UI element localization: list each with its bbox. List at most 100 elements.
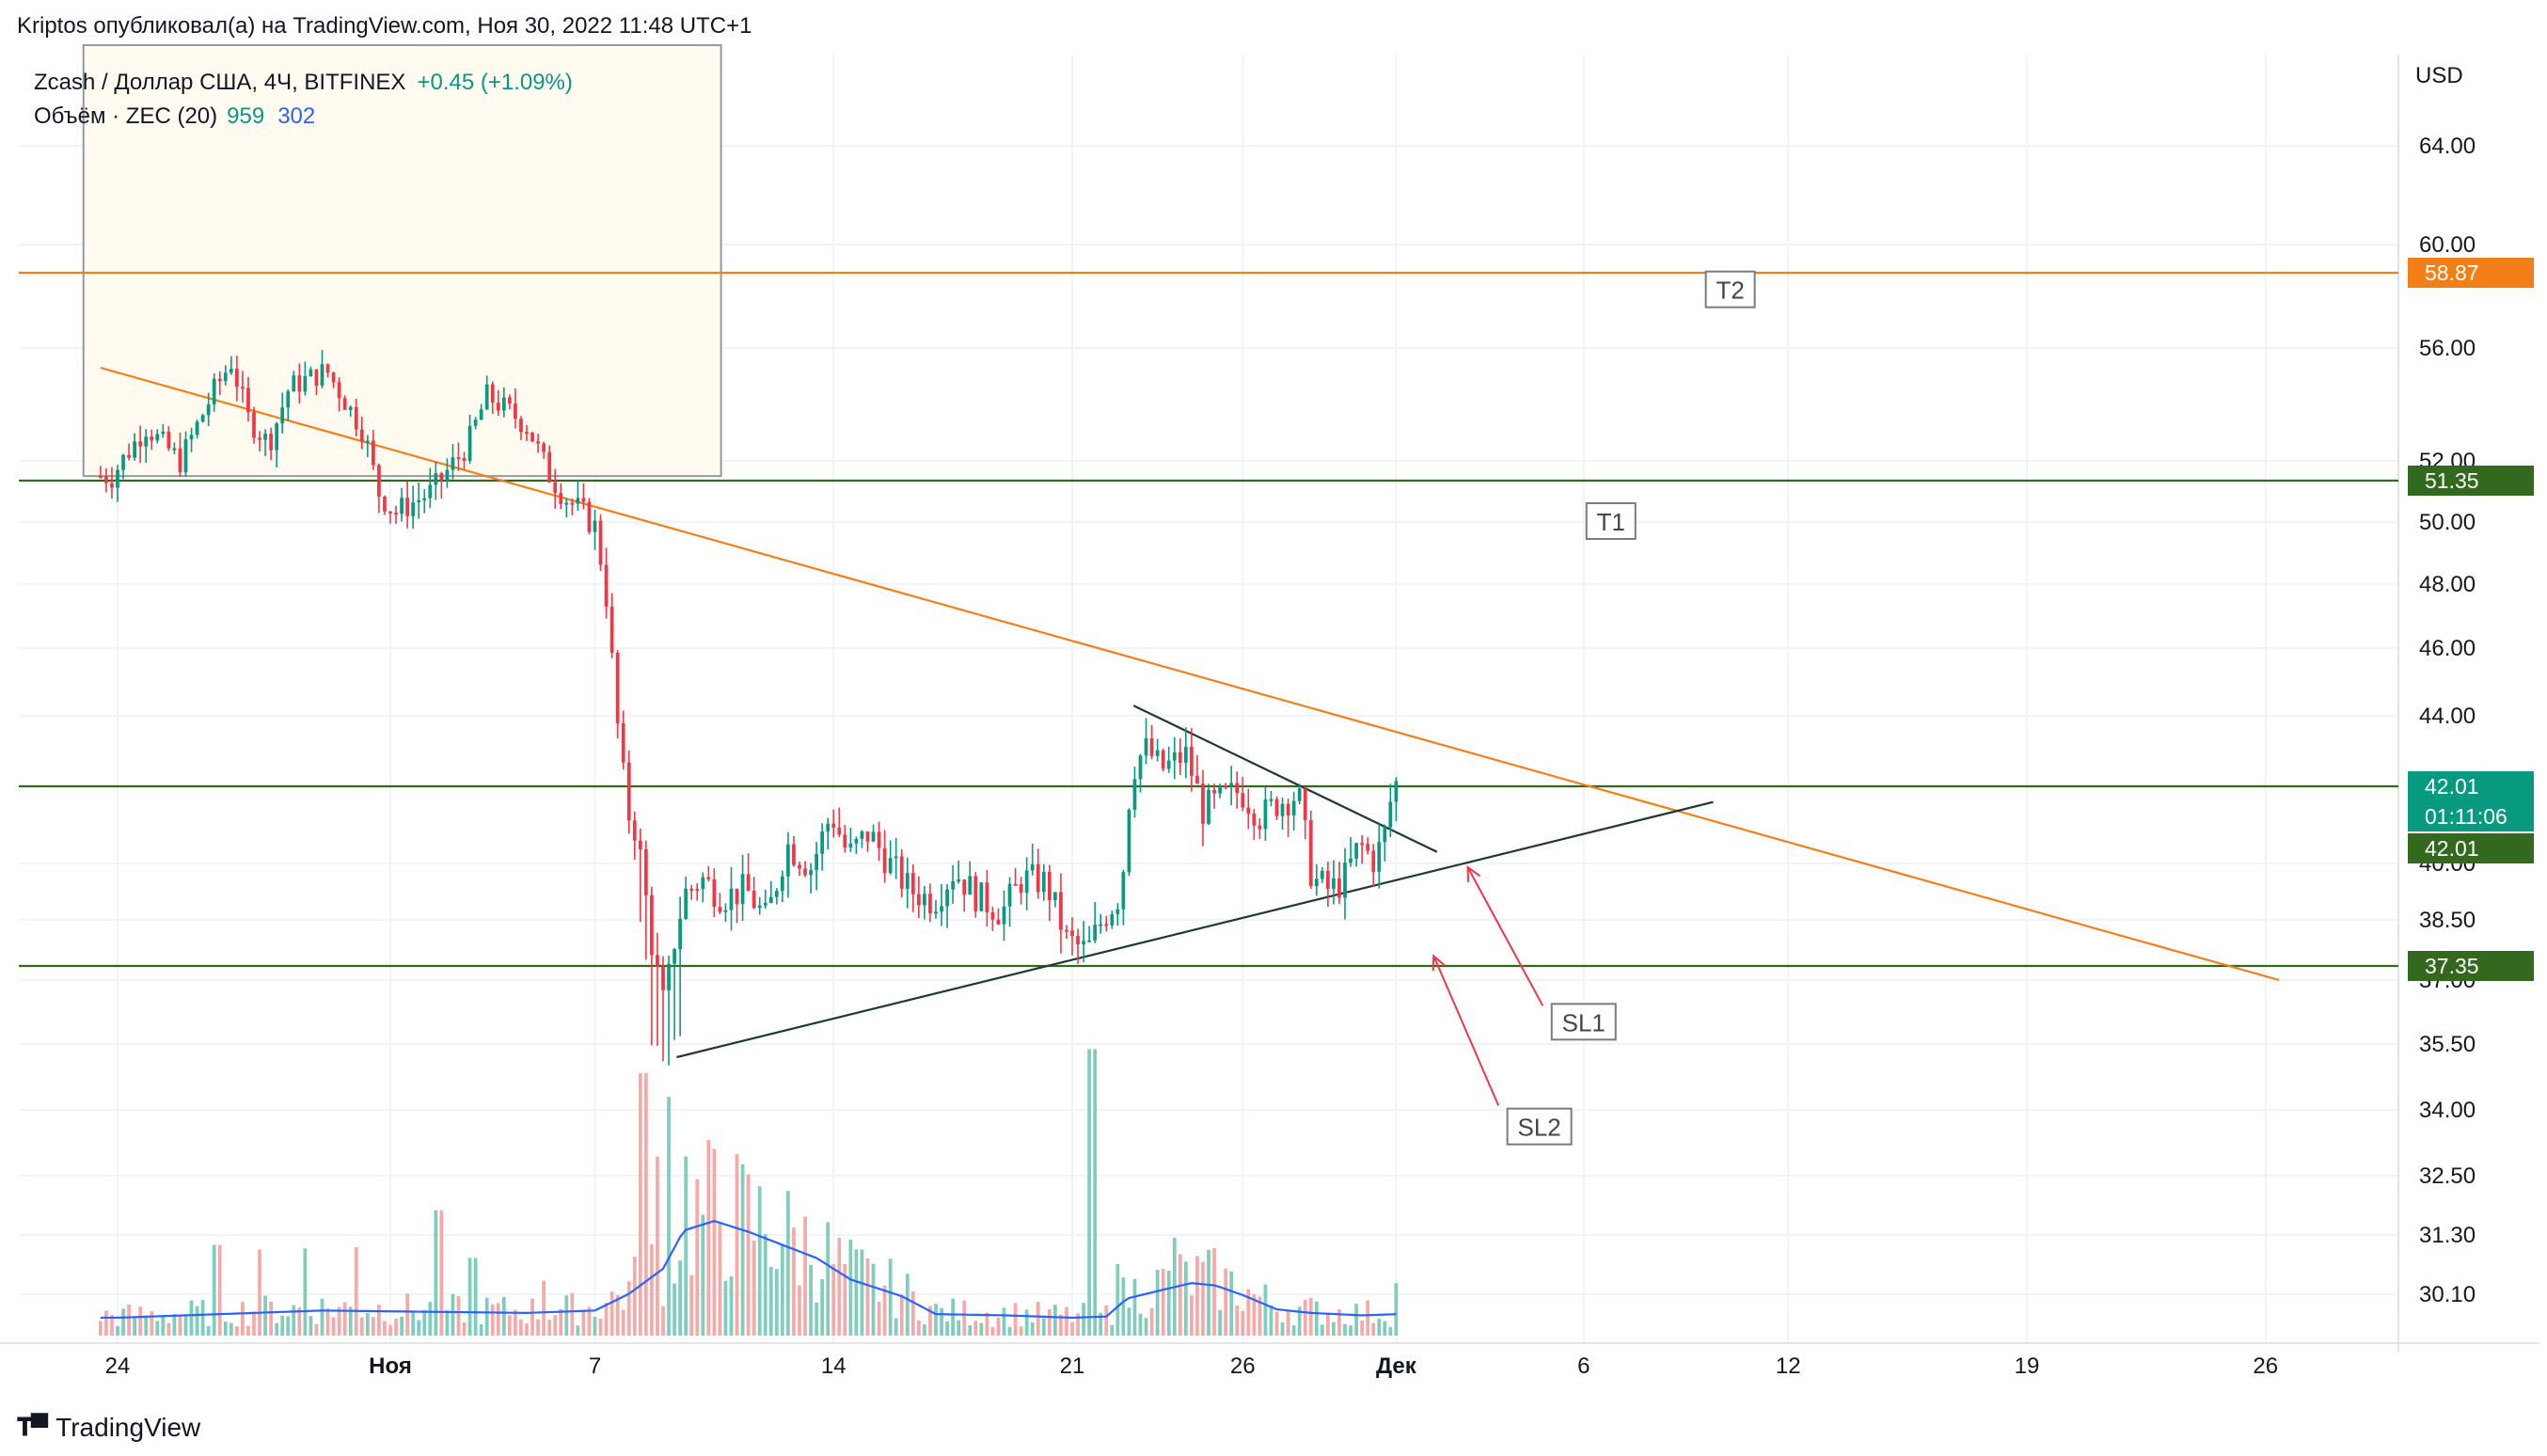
time-axis[interactable]: 24 Ноя 7 14 21 26 Дек 6 12 19 26	[105, 1353, 2278, 1379]
volume-bar	[530, 1298, 534, 1336]
volume-bar	[411, 1310, 416, 1336]
volume-bar	[479, 1324, 483, 1336]
volume-bar	[695, 1179, 700, 1336]
candle-body	[632, 820, 637, 841]
volume-bar	[496, 1303, 500, 1336]
candle-body	[1314, 878, 1319, 887]
volume-bar	[792, 1227, 796, 1336]
volume-bar	[656, 1156, 659, 1336]
volume-bar	[894, 1318, 898, 1336]
price-axis[interactable]: USD64.0060.0056.0052.0050.0048.0046.0044…	[2408, 63, 2534, 1307]
candle-body	[258, 437, 261, 440]
volume-bar	[246, 1325, 250, 1336]
candle-body	[116, 469, 119, 488]
volume-bar	[1087, 1049, 1091, 1336]
volume-bar	[598, 1318, 603, 1336]
candle-body	[405, 498, 409, 516]
candle-body	[1326, 871, 1330, 889]
candle-body	[1286, 803, 1290, 815]
volume-bar	[917, 1320, 921, 1336]
candle-body	[962, 879, 967, 895]
volume-bar	[359, 1317, 364, 1336]
volume-bar	[1099, 1312, 1103, 1336]
volume-indicator-label[interactable]: Объём · ZEC (20)	[34, 103, 218, 129]
candle-body	[1258, 825, 1262, 830]
candle-body	[1224, 785, 1227, 788]
volume-bar	[968, 1324, 973, 1336]
candle-body	[689, 888, 694, 891]
candle-body	[809, 870, 813, 876]
candle-body	[110, 483, 114, 488]
candle-body	[525, 432, 529, 435]
volume-bar	[1303, 1299, 1307, 1336]
price-tick-label: 32.50	[2419, 1163, 2476, 1189]
volume-bar	[865, 1258, 870, 1336]
volume-bar	[1110, 1324, 1115, 1336]
volume-bar	[365, 1312, 370, 1336]
current-price-badge	[2408, 771, 2534, 831]
candle-body	[422, 498, 427, 500]
volume-bar	[837, 1237, 842, 1336]
tradingview-logo-icon: 𝐓▀	[17, 1413, 48, 1441]
symbol-title[interactable]: Zcash / Доллар США, 4Ч, BITFINEX	[34, 70, 406, 95]
price-tick-label: 31.30	[2419, 1223, 2476, 1248]
candle-body	[609, 607, 614, 653]
candle-body	[496, 403, 500, 411]
highlight-box-layer	[82, 44, 722, 478]
volume-bar	[116, 1325, 119, 1336]
candle-body	[189, 435, 194, 440]
volume-bar	[258, 1249, 261, 1336]
candle-body	[365, 440, 370, 443]
candle-body	[768, 896, 773, 904]
volume-bar	[217, 1244, 222, 1336]
volume-bar	[144, 1317, 149, 1336]
candle-body	[1274, 799, 1279, 816]
candle-body	[951, 881, 955, 890]
target-label-t2: T2	[1716, 277, 1744, 305]
candle-body	[542, 443, 546, 452]
volume-bar	[1070, 1321, 1074, 1336]
volume-bar	[1343, 1323, 1347, 1336]
candle-body	[1308, 820, 1313, 887]
volume-bar	[768, 1266, 773, 1336]
candle-body	[792, 844, 796, 865]
volume-bar	[1394, 1283, 1399, 1336]
volume-bar	[1332, 1321, 1336, 1336]
candle-body	[217, 378, 222, 382]
candle-body	[1241, 793, 1245, 808]
sl1-arrow-head	[1466, 864, 1481, 883]
candle-body	[843, 834, 847, 847]
candle-body	[1366, 844, 1370, 851]
volume-bar	[206, 1325, 211, 1336]
volume-bar	[127, 1305, 131, 1336]
candle-body	[1024, 870, 1029, 894]
candle-body	[712, 878, 717, 908]
candle-body	[1280, 803, 1285, 816]
volume-bar	[564, 1295, 569, 1336]
volume-bar	[860, 1249, 864, 1336]
volume-bar	[320, 1298, 324, 1336]
volume-bar	[1132, 1278, 1137, 1336]
volume-bar	[786, 1191, 790, 1336]
candle-body	[650, 894, 654, 956]
volume-bar	[1388, 1326, 1393, 1336]
volume-bar	[632, 1257, 637, 1336]
candle-body	[1263, 799, 1268, 830]
tradingview-footer[interactable]: 𝐓▀ TradingView	[17, 1413, 200, 1443]
volume-bar	[1013, 1303, 1018, 1336]
candle-body	[1013, 883, 1018, 886]
candle-body	[667, 963, 671, 990]
volume-bar	[337, 1306, 341, 1336]
candle-body	[286, 391, 291, 408]
candle-body	[786, 844, 790, 877]
time-tick-label: 12	[1776, 1353, 1801, 1379]
volume-bar	[1235, 1306, 1240, 1336]
volume-bar	[542, 1280, 546, 1336]
volume-bar	[990, 1326, 995, 1336]
volume-bar	[417, 1320, 421, 1336]
target-label-sl1: SL1	[1562, 1008, 1606, 1037]
volume-bar	[581, 1311, 586, 1336]
candle-body	[1132, 779, 1137, 810]
volume-bar	[1263, 1284, 1268, 1336]
